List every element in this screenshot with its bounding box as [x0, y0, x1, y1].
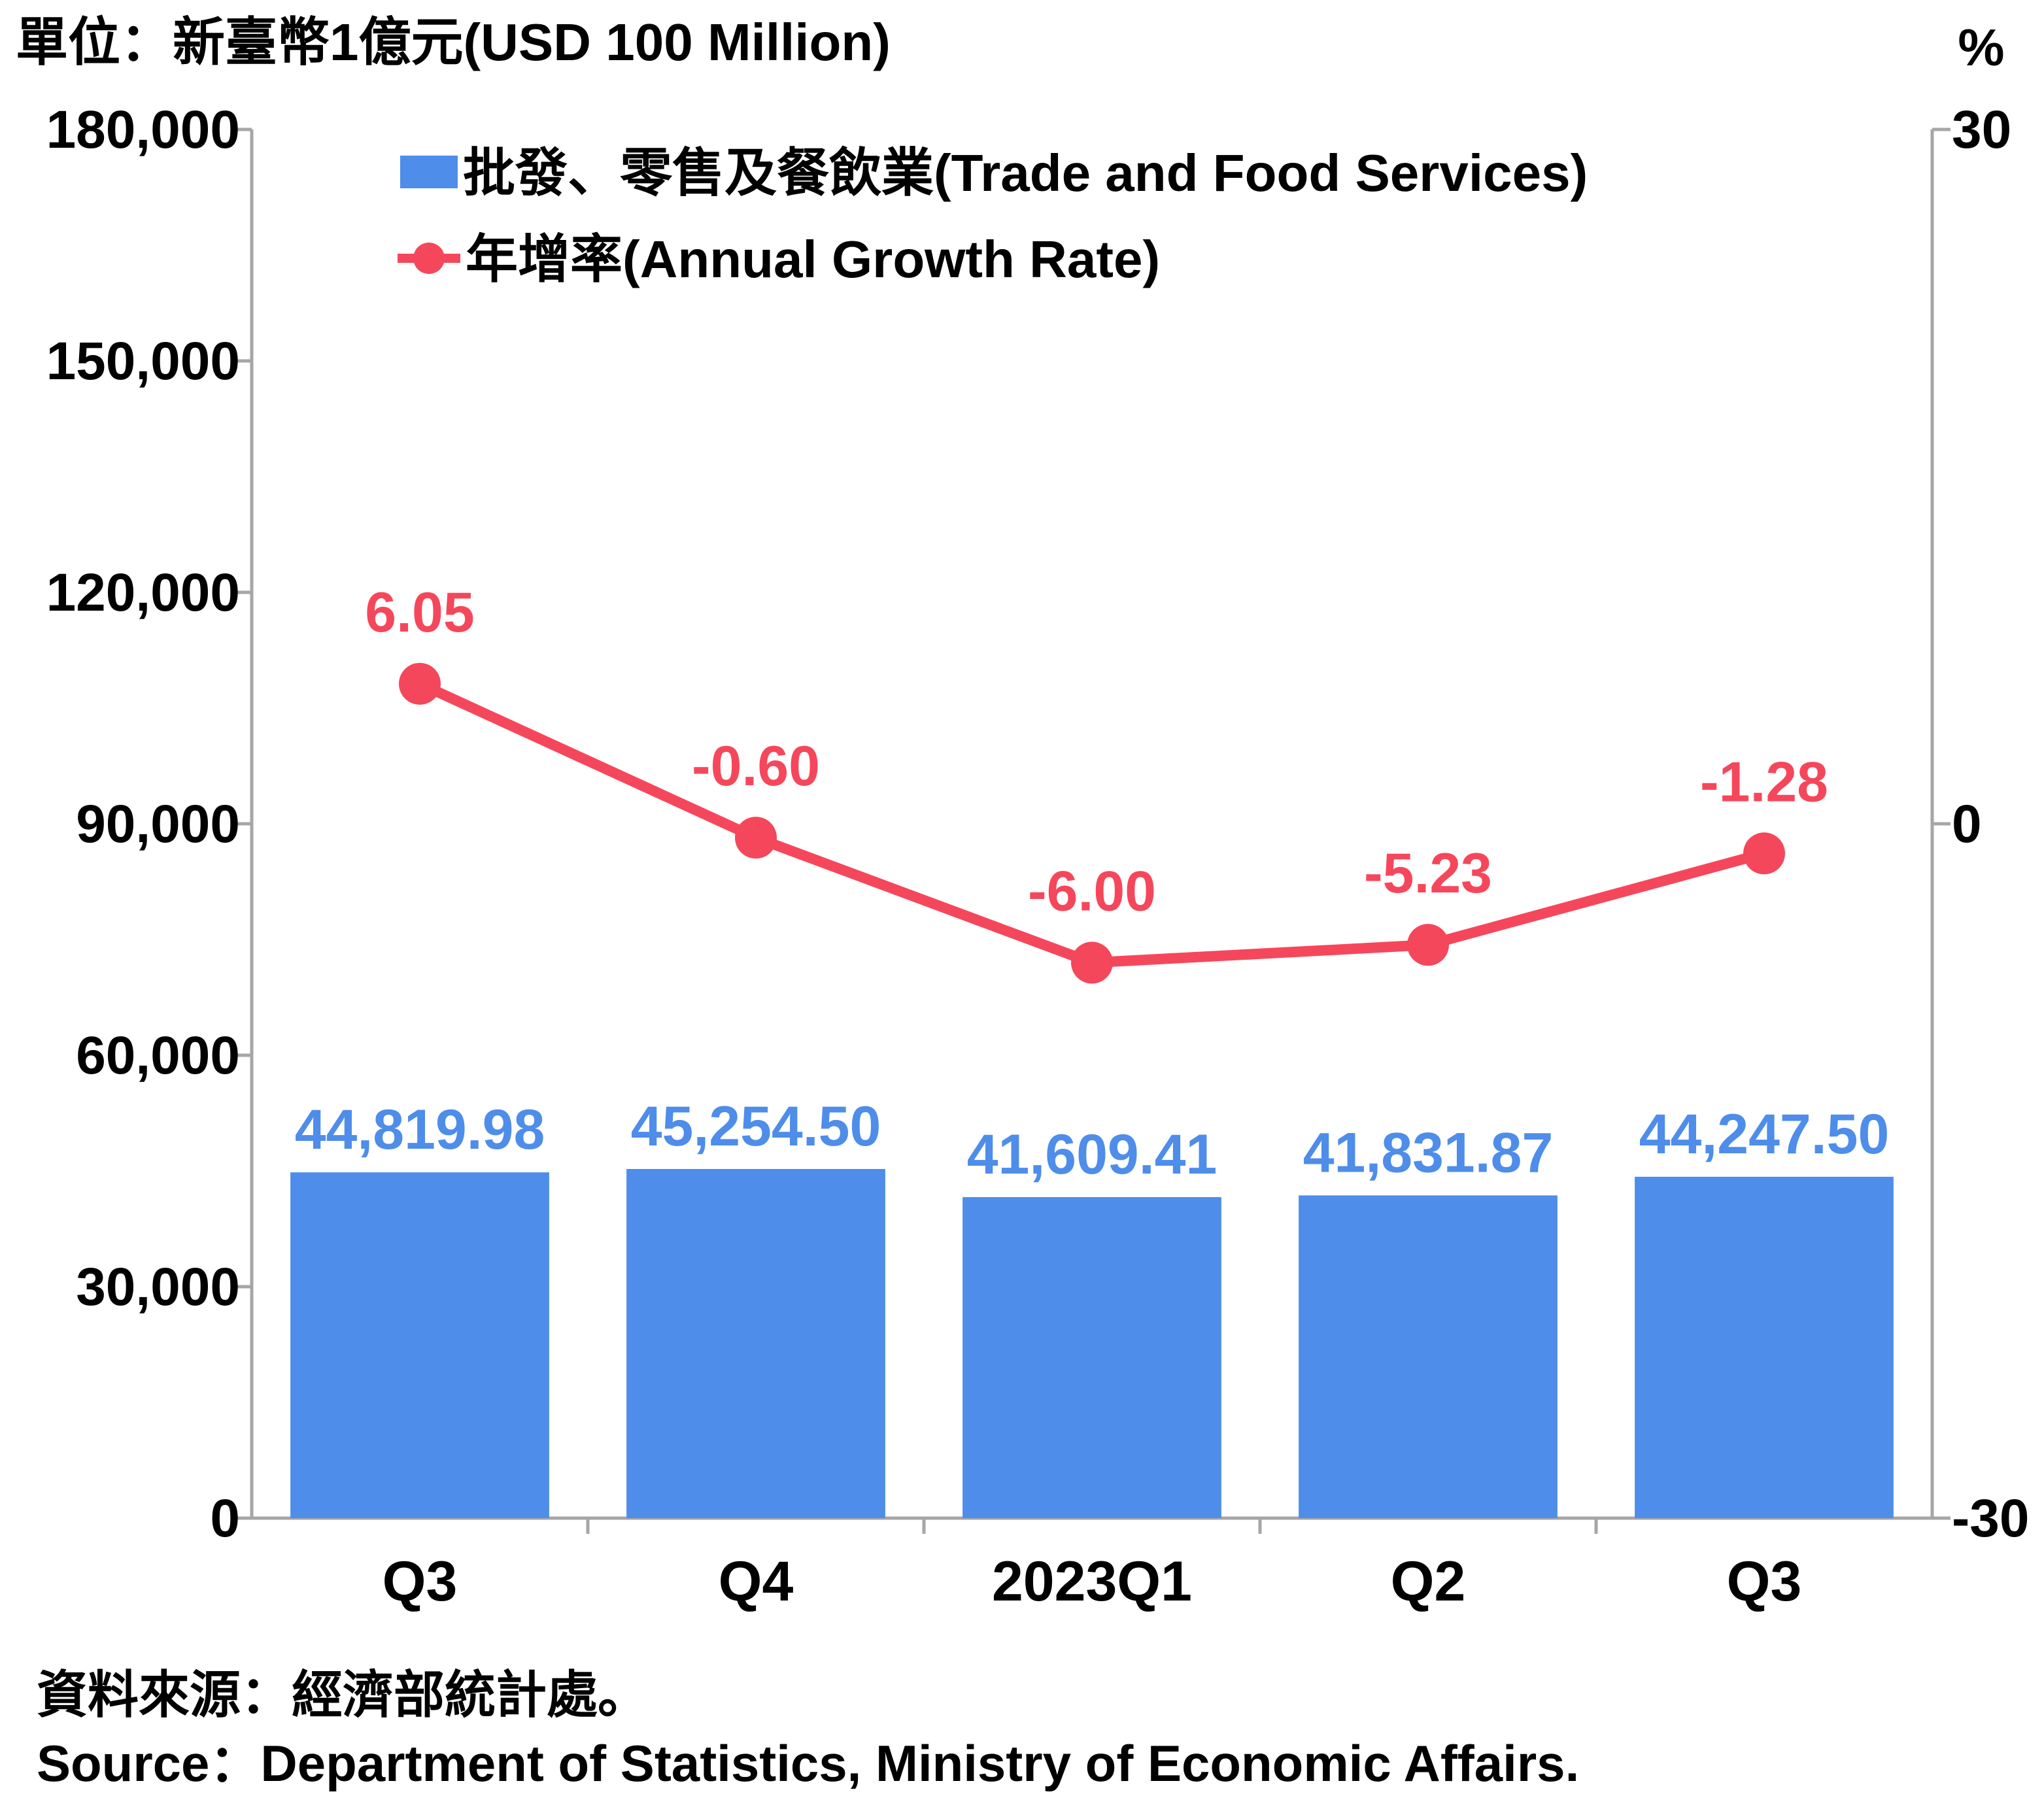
line-value-label: -1.28 — [1700, 751, 1828, 813]
bar — [626, 1168, 885, 1518]
bar-value-label: 44,819.98 — [295, 1098, 545, 1161]
line-value-label: -5.23 — [1364, 842, 1492, 905]
y-right-tick-label: -30 — [1952, 1489, 2030, 1548]
bar-value-label: 41,609.41 — [967, 1123, 1218, 1186]
y-left-tick-label: 60,000 — [76, 1026, 240, 1085]
y-left-tick-label: 0 — [210, 1489, 240, 1548]
right-unit-label: % — [1958, 18, 2004, 76]
x-tick-label: Q4 — [719, 1550, 794, 1613]
bar — [290, 1172, 549, 1518]
legend-line-label: 年增率(Annual Growth Rate) — [466, 230, 1160, 288]
y-right-tick-label: 30 — [1952, 100, 2011, 160]
x-axis-labels: Q3 Q4 2023Q1 Q2 Q3 — [383, 1550, 1802, 1613]
legend-bar-label: 批發、零售及餐飲業(Trade and Food Services) — [463, 144, 1588, 202]
left-unit-label: 單位：新臺幣1億元(USD 100 Million) — [16, 13, 891, 71]
x-tick-label: Q3 — [383, 1550, 458, 1613]
bar-value-label: 44,247.50 — [1639, 1103, 1890, 1166]
legend-line-marker — [413, 243, 445, 274]
y-left-tick-label: 120,000 — [46, 563, 240, 622]
source-zh: 資料來源：經濟部統計處。 — [37, 1666, 649, 1723]
line-labels: 6.05 -0.60 -6.00 -5.23 -1.28 — [365, 581, 1828, 923]
line-point — [1071, 941, 1113, 984]
legend-bar-swatch — [400, 156, 458, 188]
line-value-label: 6.05 — [365, 581, 474, 644]
line-value-label: -6.00 — [1028, 860, 1156, 923]
y-left-tick-label: 30,000 — [76, 1257, 240, 1317]
x-tick-label: Q3 — [1727, 1550, 1802, 1613]
bar-series — [290, 1168, 1894, 1518]
bar-value-label: 45,254.50 — [631, 1095, 881, 1158]
y-left-tick-label: 90,000 — [76, 794, 240, 854]
line-point — [399, 662, 441, 705]
line-point — [1743, 832, 1785, 875]
x-tick-label: Q2 — [1391, 1550, 1466, 1613]
axes: 0 30,000 60,000 90,000 120,000 150,000 180,000… — [46, 100, 2030, 1548]
line-point — [1407, 924, 1449, 966]
bar — [962, 1197, 1221, 1518]
source-en: Source：Department of Statistics, Ministr… — [37, 1735, 1580, 1792]
line-point — [735, 817, 777, 859]
bar — [1299, 1195, 1558, 1518]
line-value-label: -0.60 — [692, 735, 820, 798]
bar-labels: 44,819.98 45,254.50 41,609.41 41,831.87 44,2… — [295, 1095, 1890, 1186]
y-right-tick-label: 0 — [1952, 794, 1982, 854]
y-left-tick-label: 180,000 — [46, 100, 240, 160]
bar-value-label: 41,831.87 — [1303, 1121, 1554, 1184]
legend: 批發、零售及餐飲業(Trade and Food Services) 年增率(A… — [398, 144, 1588, 288]
line-series — [399, 662, 1785, 984]
y-left-tick-label: 150,000 — [46, 331, 240, 391]
bar — [1635, 1176, 1894, 1518]
x-tick-label: 2023Q1 — [992, 1550, 1192, 1613]
